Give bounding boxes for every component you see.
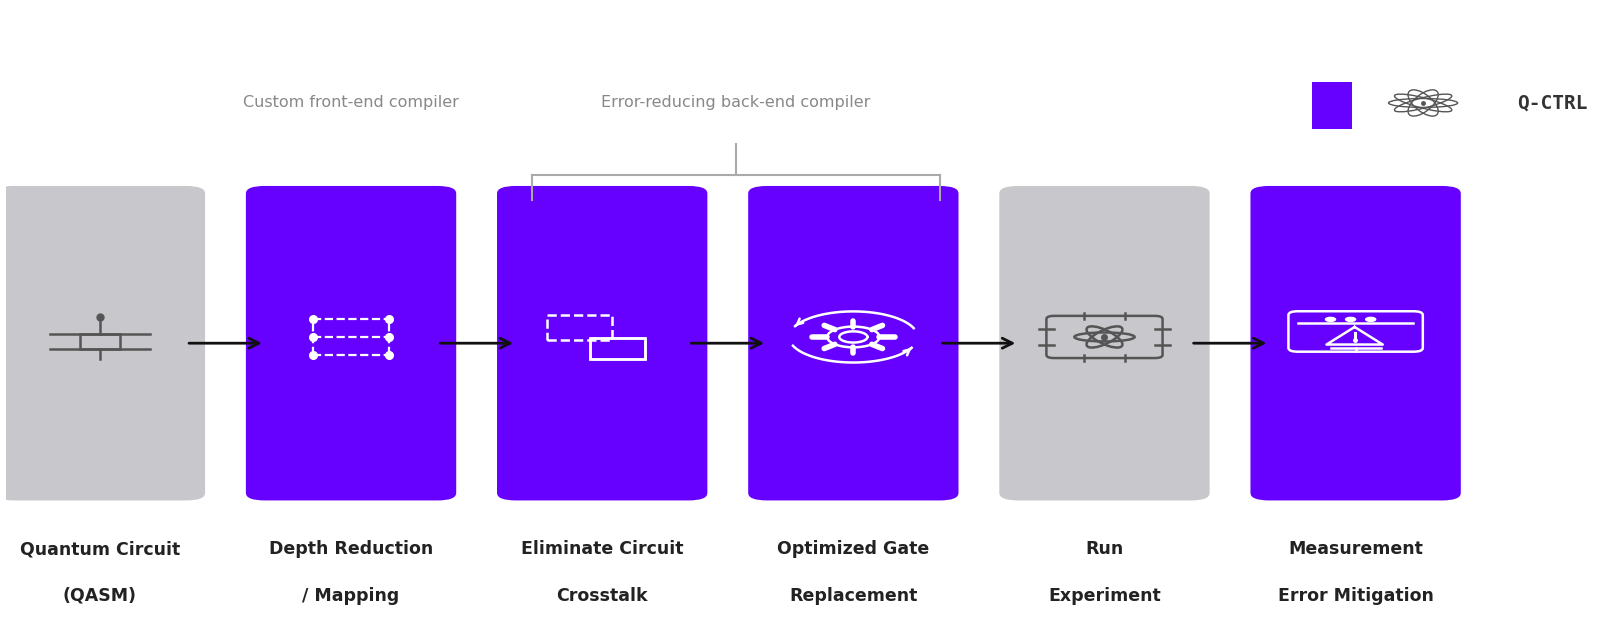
FancyBboxPatch shape xyxy=(590,338,645,359)
Circle shape xyxy=(1325,318,1336,321)
Text: Optimized Gate: Optimized Gate xyxy=(778,540,930,558)
Text: Error Mitigation: Error Mitigation xyxy=(1278,587,1434,605)
Text: Replacement: Replacement xyxy=(789,587,917,605)
FancyBboxPatch shape xyxy=(749,186,958,500)
Text: Experiment: Experiment xyxy=(1048,587,1162,605)
FancyBboxPatch shape xyxy=(1000,186,1210,500)
Text: Run: Run xyxy=(1085,540,1123,558)
Text: / Mapping: / Mapping xyxy=(302,587,400,605)
Circle shape xyxy=(1366,318,1376,321)
Text: Depth Reduction: Depth Reduction xyxy=(269,540,434,558)
Circle shape xyxy=(1346,318,1355,321)
Text: Crosstalk: Crosstalk xyxy=(557,587,648,605)
FancyBboxPatch shape xyxy=(246,186,456,500)
Text: Error-reducing back-end compiler: Error-reducing back-end compiler xyxy=(602,95,870,110)
FancyBboxPatch shape xyxy=(0,186,205,500)
FancyBboxPatch shape xyxy=(498,186,707,500)
FancyBboxPatch shape xyxy=(1251,186,1461,500)
Text: (QASM): (QASM) xyxy=(62,587,138,605)
Text: Measurement: Measurement xyxy=(1288,540,1422,558)
Text: Custom front-end compiler: Custom front-end compiler xyxy=(243,95,459,110)
Text: Q-CTRL: Q-CTRL xyxy=(1517,94,1587,112)
Text: Eliminate Circuit: Eliminate Circuit xyxy=(522,540,683,558)
FancyBboxPatch shape xyxy=(1312,82,1352,129)
Text: Quantum Circuit: Quantum Circuit xyxy=(19,540,181,558)
